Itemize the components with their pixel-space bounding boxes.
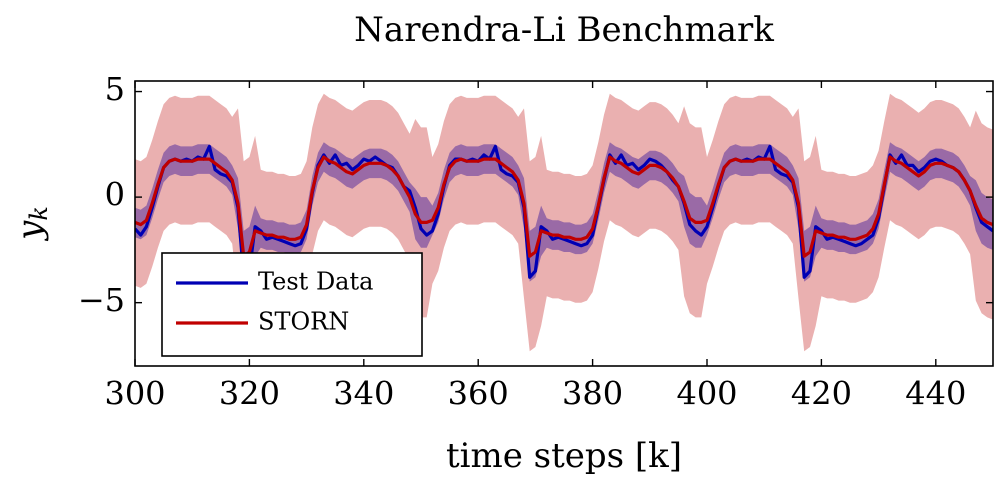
y-label-text: yk xyxy=(10,206,53,242)
y-tick-label: 0 xyxy=(105,176,125,214)
x-tick-label: 420 xyxy=(791,375,852,413)
x-tick-label: 360 xyxy=(448,375,509,413)
uncertainty-band xyxy=(135,142,993,282)
plot-frame xyxy=(134,80,994,367)
x-tick-label: 380 xyxy=(562,375,623,413)
x-tick-label: 340 xyxy=(333,375,394,413)
y-label-main: y xyxy=(10,220,50,242)
x-tick-label: 320 xyxy=(219,375,280,413)
series-line xyxy=(135,155,993,258)
x-axis-label: time steps [k] xyxy=(446,436,682,476)
y-tick-label: −5 xyxy=(78,281,125,319)
plot-area xyxy=(135,93,993,352)
axes: 300 320 340 360 380 400 420 440 −5 0 5 Test Data STO… xyxy=(78,70,994,413)
chart-title: Narendra-Li Benchmark xyxy=(354,10,774,50)
x-tick-label: 440 xyxy=(905,375,966,413)
legend-label: STORN xyxy=(258,308,349,336)
y-axis-label: yk xyxy=(10,206,53,242)
y-label-sub: k xyxy=(25,206,53,221)
legend-label: Test Data xyxy=(258,268,373,296)
legend-box xyxy=(161,252,423,357)
x-tick-label: 300 xyxy=(104,375,165,413)
series-line xyxy=(135,144,993,279)
y-tick-label: 5 xyxy=(105,70,125,108)
x-tick-label: 400 xyxy=(676,375,737,413)
